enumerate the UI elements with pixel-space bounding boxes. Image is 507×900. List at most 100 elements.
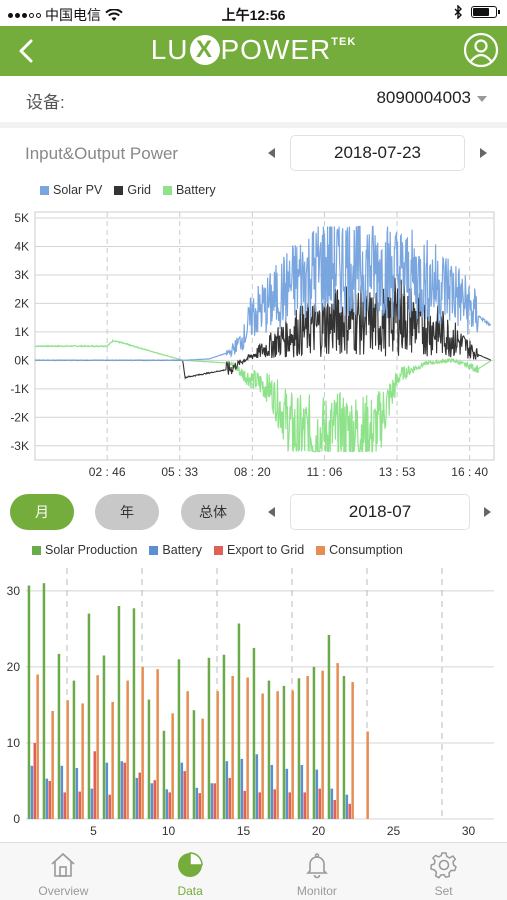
bar-solar-production	[57, 653, 61, 819]
tab-set-label: Set	[434, 884, 453, 898]
prev-month-icon[interactable]	[268, 507, 275, 517]
wifi-icon	[105, 8, 123, 21]
bar-battery	[255, 754, 259, 819]
legend-label: Solar Production	[45, 543, 138, 557]
tab-monitor-label: Monitor	[296, 884, 337, 898]
bar-export-to-grid	[78, 791, 81, 819]
x-tick-label: 05 : 33	[161, 465, 198, 479]
back-icon[interactable]	[14, 37, 40, 65]
legend-item: Solar Production	[32, 543, 137, 557]
bar-consumption	[276, 691, 279, 819]
status-time: 上午12:56	[221, 7, 286, 23]
prev-date-icon[interactable]	[268, 148, 275, 158]
bar-export-to-grid	[228, 777, 231, 819]
power-date-picker[interactable]: 2018-07-23	[290, 135, 465, 171]
series-line-battery	[34, 338, 492, 453]
tab-year[interactable]: 年	[95, 494, 159, 530]
bar-battery	[90, 788, 94, 819]
bar-battery	[315, 769, 319, 819]
power-chart-legend: Solar PV Grid Battery	[40, 183, 216, 197]
legend-swatch	[214, 545, 224, 555]
energy-chart-area: Solar Production Battery Export to Grid Con…	[0, 538, 507, 842]
x-tick-label: 20	[312, 824, 326, 838]
legend-item: Grid	[114, 183, 151, 197]
y-tick-label: 10	[7, 736, 21, 750]
bar-battery	[225, 761, 229, 819]
legend-label: Consumption	[329, 543, 403, 557]
tab-overview[interactable]: Overview	[0, 843, 127, 900]
bar-consumption	[351, 682, 354, 819]
legend-label: Battery	[162, 543, 203, 557]
status-left: 中国电信	[8, 5, 123, 25]
tab-total[interactable]: 总体	[181, 494, 245, 530]
bar-consumption	[36, 674, 39, 819]
y-tick-label: 0	[13, 812, 20, 826]
bar-export-to-grid	[33, 742, 36, 819]
device-select[interactable]: 8090004003	[376, 88, 471, 107]
bar-battery	[150, 783, 154, 819]
bar-battery	[345, 794, 349, 819]
tab-set[interactable]: Set	[380, 843, 507, 900]
tab-data[interactable]: Data	[127, 843, 254, 900]
brand-logo: LU X POWERTEK	[0, 34, 507, 66]
bar-solar-production	[237, 623, 241, 819]
y-tick-label: -3K	[10, 439, 29, 453]
x-tick-label: 02 : 46	[89, 465, 126, 479]
bar-battery	[165, 789, 169, 819]
status-right	[454, 5, 500, 19]
bar-solar-production	[132, 608, 136, 819]
power-line-chart: 5K 4K 3K 2K 1K 0K -1K -2K -3K 02 : 46 05 : 33 08 : …	[10, 211, 495, 479]
legend-swatch	[40, 185, 49, 195]
y-tick-label: 3K	[14, 268, 29, 282]
bar-solar-production	[177, 659, 181, 819]
bar-battery	[285, 768, 289, 819]
logo-x-mark: X	[189, 35, 220, 65]
legend-label: Export to Grid	[227, 543, 305, 557]
device-label: 设备:	[26, 93, 65, 112]
tab-month[interactable]: 月	[10, 494, 74, 530]
bar-solar-production	[282, 685, 286, 819]
logo-text-pre: LU	[150, 34, 189, 65]
logo-text-post: POWER	[220, 34, 332, 65]
bar-battery	[300, 765, 304, 819]
bar-battery	[60, 765, 64, 819]
legend-item: Export to Grid	[214, 543, 304, 557]
bar-export-to-grid	[243, 790, 246, 819]
bar-solar-production	[27, 585, 31, 819]
device-row[interactable]: 设备: 8090004003	[0, 76, 507, 122]
bar-solar-production	[102, 655, 106, 819]
bar-export-to-grid	[288, 792, 291, 819]
carrier-name: 中国电信	[45, 7, 101, 23]
bar-consumption	[141, 666, 144, 819]
bar-export-to-grid	[303, 792, 306, 819]
next-month-icon[interactable]	[484, 507, 491, 517]
tab-monitor[interactable]: Monitor	[254, 843, 381, 900]
y-tick-label: 5K	[14, 211, 29, 225]
y-tick-label: -1K	[10, 382, 29, 396]
bar-consumption	[186, 691, 189, 819]
month-picker[interactable]: 2018-07	[290, 494, 470, 530]
bar-export-to-grid	[273, 789, 276, 819]
bar-solar-production	[72, 680, 76, 819]
chevron-down-icon[interactable]	[477, 96, 487, 102]
bar-consumption	[291, 690, 294, 819]
status-bar: 中国电信 上午12:56	[0, 0, 507, 26]
next-date-icon[interactable]	[480, 148, 487, 158]
x-tick-label: 13 : 53	[379, 465, 416, 479]
bar-export-to-grid	[63, 792, 66, 819]
x-tick-label: 11 : 06	[307, 465, 343, 479]
bar-export-to-grid	[48, 781, 51, 819]
y-tick-label: 30	[7, 584, 21, 598]
legend-label: Battery	[175, 183, 216, 197]
user-icon[interactable]	[463, 32, 499, 68]
bar-solar-production	[297, 678, 301, 819]
bar-export-to-grid	[258, 792, 261, 819]
home-icon	[51, 852, 75, 877]
signal-icon	[8, 12, 41, 18]
x-tick-label: 15	[237, 824, 251, 838]
pie-chart-icon	[178, 852, 203, 877]
x-tick-label: 25	[387, 824, 401, 838]
bar-export-to-grid	[168, 792, 171, 819]
y-tick-label: 4K	[14, 239, 29, 253]
